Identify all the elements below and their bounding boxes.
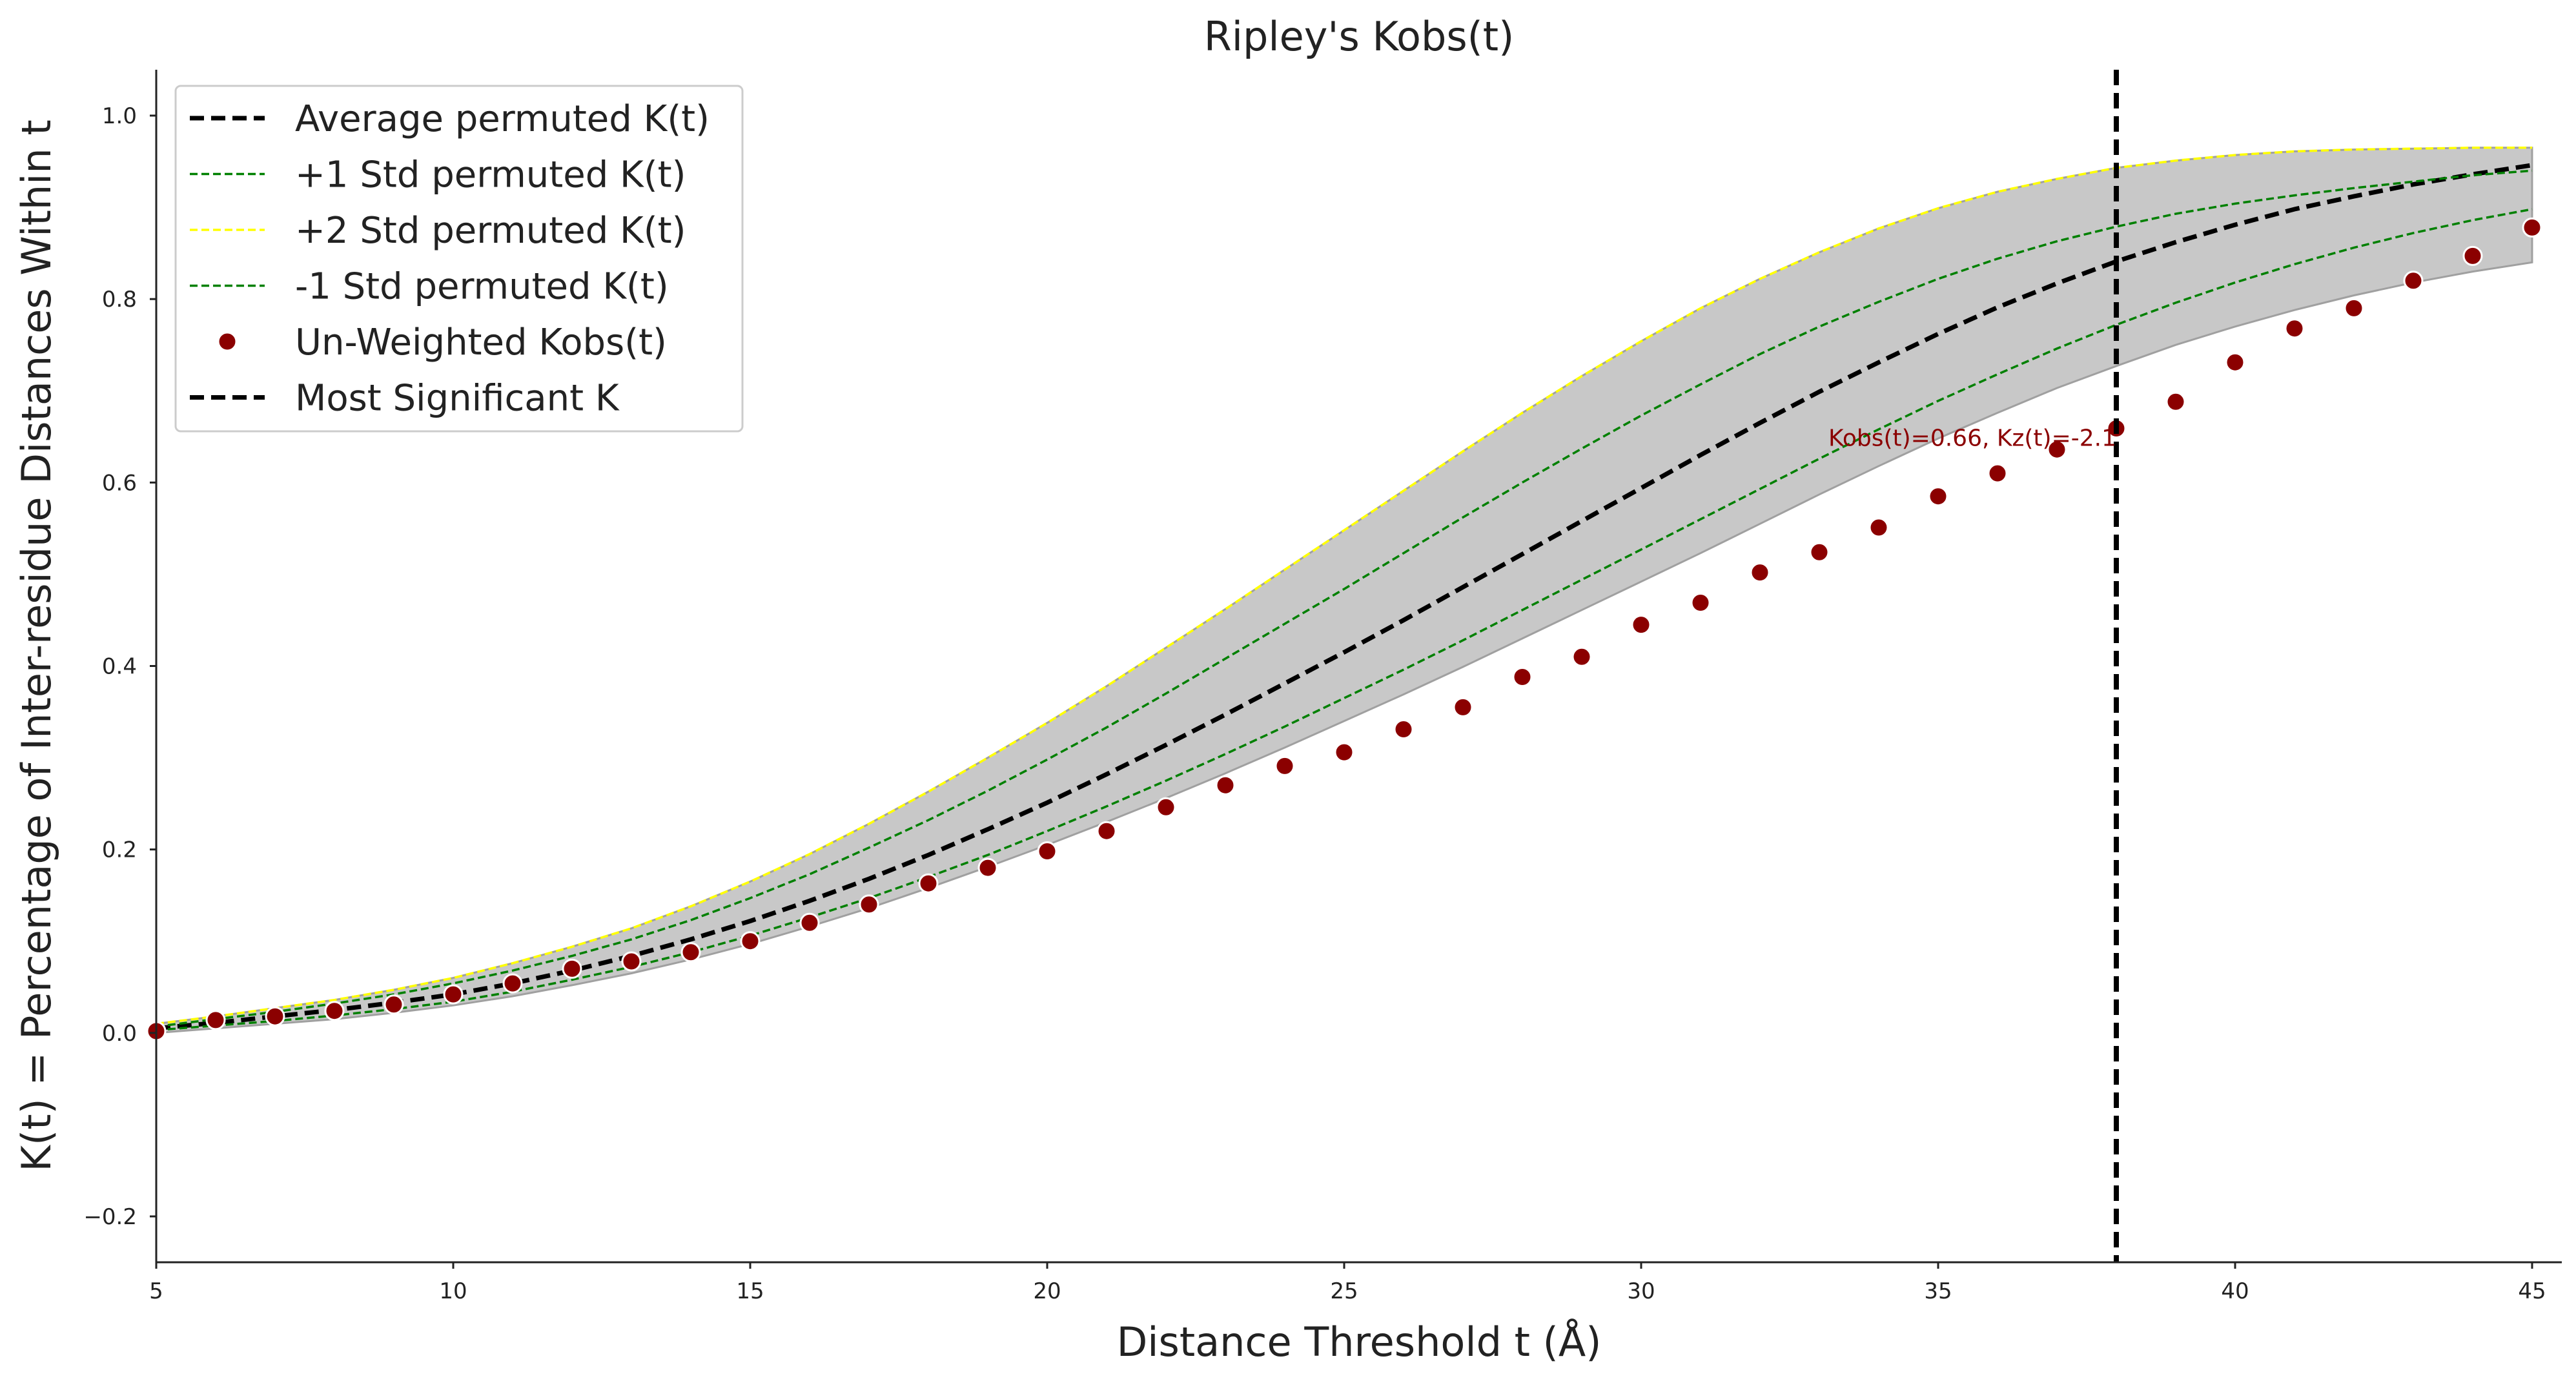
plot-area: Kobs(t)=0.66, Kz(t)=-2.1 [146, 70, 2542, 1262]
legend-label-1: +1 Std permuted K(t) [295, 154, 686, 196]
scatter-point [502, 973, 523, 994]
legend-label-2: +2 Std permuted K(t) [295, 210, 686, 252]
scatter-point [680, 942, 701, 963]
chart-title: Ripley's Kobs(t) [1204, 13, 1515, 60]
x-tick-label: 25 [1330, 1278, 1358, 1304]
confidence-band [155, 147, 2533, 1034]
scatter-point [1571, 646, 1592, 667]
x-tick-label: 35 [1924, 1278, 1952, 1304]
y-tick-label: 0.4 [102, 654, 137, 680]
scatter-point [1690, 593, 1711, 613]
x-axis-title: Distance Threshold t (Å) [1117, 1318, 1602, 1366]
scatter-point [1512, 667, 1533, 687]
scatter-point [1037, 841, 1058, 861]
scatter-point [324, 1001, 345, 1021]
scatter-point [1156, 797, 1176, 817]
series-line-0 [156, 163, 2533, 1031]
scatter-point [859, 894, 879, 915]
axes: 5 10 15 20 25 30 35 40 45 −0.2 0.0 0.2 0.4 0.6 0.8 1.0 [83, 70, 2562, 1304]
y-tick-label: 1.0 [102, 103, 137, 129]
scatter-point [621, 951, 642, 972]
x-tick-label: 40 [2221, 1278, 2249, 1304]
scatter-point [977, 857, 998, 878]
scatter-point [740, 931, 761, 952]
scatter-point [1809, 542, 1830, 562]
annotation-label: Kobs(t)=0.66, Kz(t)=-2.1 [1828, 425, 2116, 452]
legend-label-5: Most Significant K [295, 378, 620, 420]
series-line-1 [156, 169, 2533, 1028]
y-tick-label: 0.0 [102, 1021, 137, 1047]
legend: Average permuted K(t) +1 Std permuted K(t… [174, 85, 744, 433]
y-tick-label: −0.2 [83, 1204, 137, 1230]
legend-label-3: -1 Std permuted K(t) [295, 266, 669, 308]
y-tick-label: 0.2 [102, 837, 137, 863]
scatter-point [799, 912, 820, 933]
x-tick-label: 10 [439, 1278, 467, 1304]
scatter-point [265, 1006, 285, 1027]
scatter-point [2403, 271, 2424, 291]
y-tick-label: 0.6 [102, 470, 137, 496]
scatter-point [1631, 615, 1651, 635]
scatter-point [1750, 562, 1770, 583]
scatter-point [1334, 742, 1354, 763]
scatter-point [1453, 697, 1473, 717]
scatter-point [2344, 298, 2364, 318]
scatter-point [1215, 775, 1236, 795]
scatter-point [383, 994, 404, 1015]
legend-marker-4 [217, 331, 238, 352]
scatter-point [1868, 517, 1889, 538]
series-line-3 [156, 208, 2533, 1032]
series-line-2 [156, 147, 2532, 1025]
scatter-point [1393, 719, 1414, 739]
x-tick-label: 20 [1033, 1278, 1061, 1304]
scatter-point [1987, 463, 2008, 484]
x-tick-label: 45 [2518, 1278, 2546, 1304]
scatter-point [2165, 391, 2186, 412]
legend-box [174, 85, 744, 433]
legend-label-0: Average permuted K(t) [295, 98, 710, 140]
x-tick-label: 30 [1627, 1278, 1655, 1304]
scatter-point [1096, 821, 1117, 841]
scatter-point [205, 1010, 226, 1030]
scatter-point [918, 873, 939, 894]
scatter-point [2522, 217, 2542, 238]
legend-label-4: Un-Weighted Kobs(t) [295, 322, 667, 364]
scatter-point [443, 984, 464, 1005]
scatter-point [2284, 318, 2305, 339]
scatter-point [1928, 486, 1948, 507]
scatter-point [562, 958, 582, 979]
scatter-point [2225, 352, 2245, 373]
y-axis-title: K(t) = Percentage of Inter-residue Dista… [13, 119, 60, 1171]
y-tick-label: 0.8 [102, 287, 137, 312]
scatter-point [2047, 439, 2067, 460]
x-tick-label: 5 [149, 1278, 163, 1304]
scatter-point [2462, 245, 2483, 266]
x-tick-label: 15 [736, 1278, 764, 1304]
scatter-point [1274, 755, 1295, 776]
